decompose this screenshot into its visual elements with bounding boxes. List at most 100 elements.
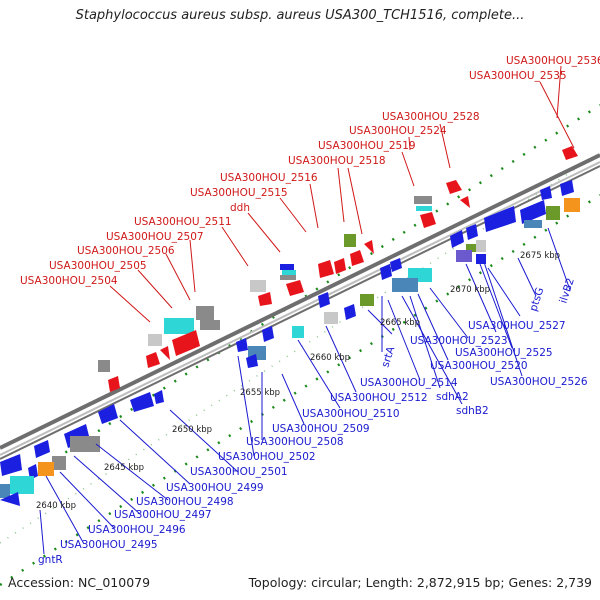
gene-feature[interactable] bbox=[360, 294, 374, 306]
gene-feature[interactable] bbox=[380, 264, 392, 280]
gene-label[interactable]: ilvB2 bbox=[557, 277, 576, 305]
gene-feature[interactable] bbox=[200, 320, 220, 330]
gene-feature[interactable] bbox=[0, 454, 22, 476]
gene-label[interactable]: USA300HOU_2505 bbox=[49, 260, 147, 272]
leader-line bbox=[325, 325, 357, 393]
gene-label[interactable]: USA300HOU_2519 bbox=[318, 140, 416, 152]
gene-label[interactable]: USA300HOU_2495 bbox=[60, 539, 158, 551]
gene-label[interactable]: USA300HOU_2498 bbox=[136, 496, 234, 508]
gene-label[interactable]: USA300HOU_2523 bbox=[410, 335, 508, 347]
gene-feature[interactable] bbox=[70, 436, 100, 452]
gene-feature[interactable] bbox=[164, 318, 194, 334]
gene-label[interactable]: USA300HOU_2516 bbox=[220, 172, 318, 184]
gene-feature[interactable] bbox=[446, 180, 462, 194]
gene-label[interactable]: USA300HOU_2499 bbox=[166, 482, 264, 494]
gene-feature[interactable] bbox=[130, 392, 154, 412]
gene-label[interactable]: USA300HOU_2536 bbox=[506, 55, 600, 67]
gene-feature[interactable] bbox=[318, 292, 330, 308]
gene-label[interactable]: USA300HOU_2511 bbox=[134, 216, 232, 228]
gene-feature[interactable] bbox=[344, 304, 356, 320]
gene-label[interactable]: USA300HOU_2504 bbox=[20, 275, 118, 287]
gene-label[interactable]: USA300HOU_2509 bbox=[272, 423, 370, 435]
gene-label[interactable]: USA300HOU_2535 bbox=[469, 70, 567, 82]
gene-label[interactable]: gntR bbox=[38, 554, 63, 566]
kbp-label: 2660 kbp bbox=[310, 353, 350, 363]
gene-feature[interactable] bbox=[148, 334, 162, 346]
gene-feature[interactable] bbox=[416, 206, 432, 211]
gene-feature[interactable] bbox=[34, 440, 50, 458]
gene-feature[interactable] bbox=[246, 354, 258, 368]
gene-feature[interactable] bbox=[546, 206, 560, 220]
gene-feature[interactable] bbox=[98, 360, 110, 372]
gene-feature[interactable] bbox=[160, 346, 170, 360]
gene-feature[interactable] bbox=[520, 200, 546, 224]
gene-label[interactable]: USA300HOU_2512 bbox=[330, 392, 428, 404]
gene-label[interactable]: sdhB2 bbox=[456, 405, 489, 417]
gene-label[interactable]: ddh bbox=[230, 202, 250, 214]
gene-feature[interactable] bbox=[484, 206, 516, 232]
gene-feature[interactable] bbox=[250, 280, 266, 292]
gene-feature[interactable] bbox=[350, 250, 364, 266]
gene-feature[interactable] bbox=[318, 260, 334, 278]
gene-feature[interactable] bbox=[258, 292, 272, 306]
gene-feature[interactable] bbox=[390, 258, 402, 272]
gene-feature[interactable] bbox=[450, 230, 464, 248]
gene-feature[interactable] bbox=[286, 280, 304, 296]
gene-label[interactable]: sdhA2 bbox=[436, 391, 469, 403]
gene-feature[interactable] bbox=[560, 180, 574, 196]
gene-feature[interactable] bbox=[280, 275, 296, 280]
gene-feature[interactable] bbox=[476, 240, 486, 252]
gene-label[interactable]: USA300HOU_2497 bbox=[114, 509, 212, 521]
gene-feature[interactable] bbox=[172, 330, 200, 356]
gene-feature[interactable] bbox=[414, 196, 432, 204]
gene-feature[interactable] bbox=[98, 404, 118, 424]
gene-feature[interactable] bbox=[466, 224, 478, 240]
gene-feature[interactable] bbox=[0, 492, 20, 506]
gene-feature[interactable] bbox=[334, 258, 346, 274]
gene-feature[interactable] bbox=[262, 326, 274, 342]
gene-label[interactable]: USA300HOU_2525 bbox=[455, 347, 553, 359]
gene-label[interactable]: USA300HOU_2520 bbox=[430, 360, 528, 372]
gene-feature[interactable] bbox=[282, 270, 296, 275]
gene-feature[interactable] bbox=[52, 456, 66, 470]
gene-label[interactable]: USA300HOU_2524 bbox=[349, 125, 447, 137]
gene-feature[interactable] bbox=[154, 390, 164, 404]
gene-label[interactable]: USA300HOU_2514 bbox=[360, 377, 458, 389]
gene-label[interactable]: USA300HOU_2496 bbox=[88, 524, 186, 536]
gene-feature[interactable] bbox=[364, 240, 374, 254]
gene-feature[interactable] bbox=[420, 212, 436, 228]
gene-label[interactable]: USA300HOU_2506 bbox=[77, 245, 175, 257]
gene-label[interactable]: USA300HOU_2501 bbox=[190, 466, 288, 478]
gene-feature[interactable] bbox=[236, 338, 248, 352]
gene-feature[interactable] bbox=[460, 196, 470, 208]
gene-feature[interactable] bbox=[38, 462, 54, 476]
gene-label[interactable]: USA300HOU_2508 bbox=[246, 436, 344, 448]
gene-feature[interactable] bbox=[0, 484, 10, 498]
gene-feature[interactable] bbox=[344, 234, 356, 247]
gene-feature[interactable] bbox=[108, 376, 120, 392]
gene-feature[interactable] bbox=[146, 352, 160, 368]
gene-label[interactable]: USA300HOU_2502 bbox=[218, 451, 316, 463]
gene-label[interactable]: USA300HOU_2515 bbox=[190, 187, 288, 199]
gene-feature[interactable] bbox=[324, 312, 338, 324]
gene-label[interactable]: USA300HOU_2510 bbox=[302, 408, 400, 420]
gene-feature[interactable] bbox=[292, 326, 304, 338]
gene-label[interactable]: ptsG bbox=[527, 286, 546, 313]
gene-label[interactable]: USA300HOU_2526 bbox=[490, 376, 588, 388]
gene-feature[interactable] bbox=[564, 198, 580, 212]
gene-label[interactable]: USA300HOU_2527 bbox=[468, 320, 566, 332]
gene-feature[interactable] bbox=[562, 146, 578, 160]
gene-feature[interactable] bbox=[10, 476, 34, 494]
gene-feature[interactable] bbox=[392, 278, 418, 292]
gene-feature[interactable] bbox=[524, 220, 542, 228]
gene-label[interactable]: USA300HOU_2518 bbox=[288, 155, 386, 167]
leader-line bbox=[429, 287, 469, 339]
gene-feature[interactable] bbox=[456, 250, 472, 262]
gene-feature[interactable] bbox=[466, 244, 476, 252]
gene-feature[interactable] bbox=[280, 264, 294, 270]
gene-label[interactable]: USA300HOU_2528 bbox=[382, 111, 480, 123]
gene-label[interactable]: USA300HOU_2507 bbox=[106, 231, 204, 243]
gene-feature[interactable] bbox=[540, 186, 552, 200]
gene-feature[interactable] bbox=[476, 254, 486, 264]
gene-feature[interactable] bbox=[196, 306, 214, 320]
